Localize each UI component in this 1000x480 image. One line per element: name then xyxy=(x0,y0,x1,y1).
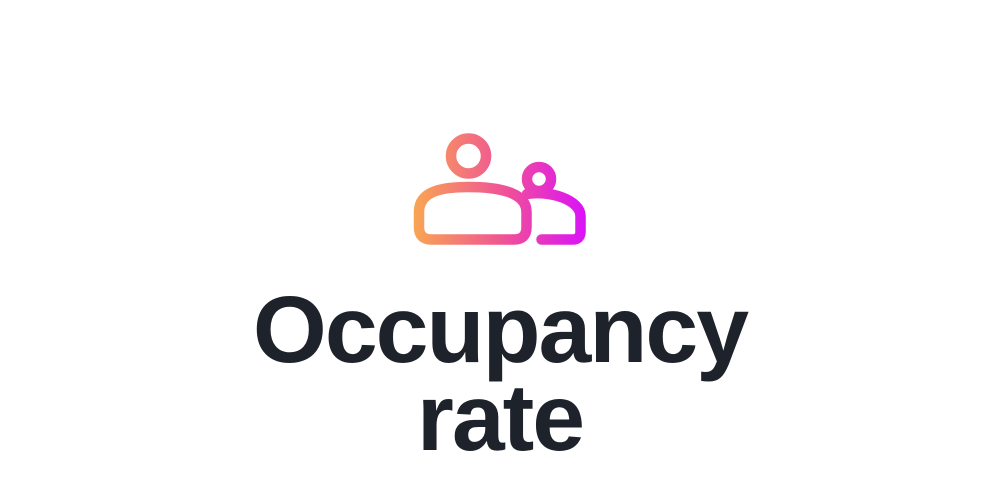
front-person-head xyxy=(445,133,492,179)
back-person-body xyxy=(521,187,586,245)
card-title: Occupancy rate xyxy=(252,277,749,471)
front-person-body xyxy=(413,181,532,245)
card-title-line2: rate xyxy=(416,365,585,471)
back-person-head xyxy=(521,161,557,197)
people-icon xyxy=(413,133,586,245)
card-title-line1: Occupancy xyxy=(252,277,749,383)
